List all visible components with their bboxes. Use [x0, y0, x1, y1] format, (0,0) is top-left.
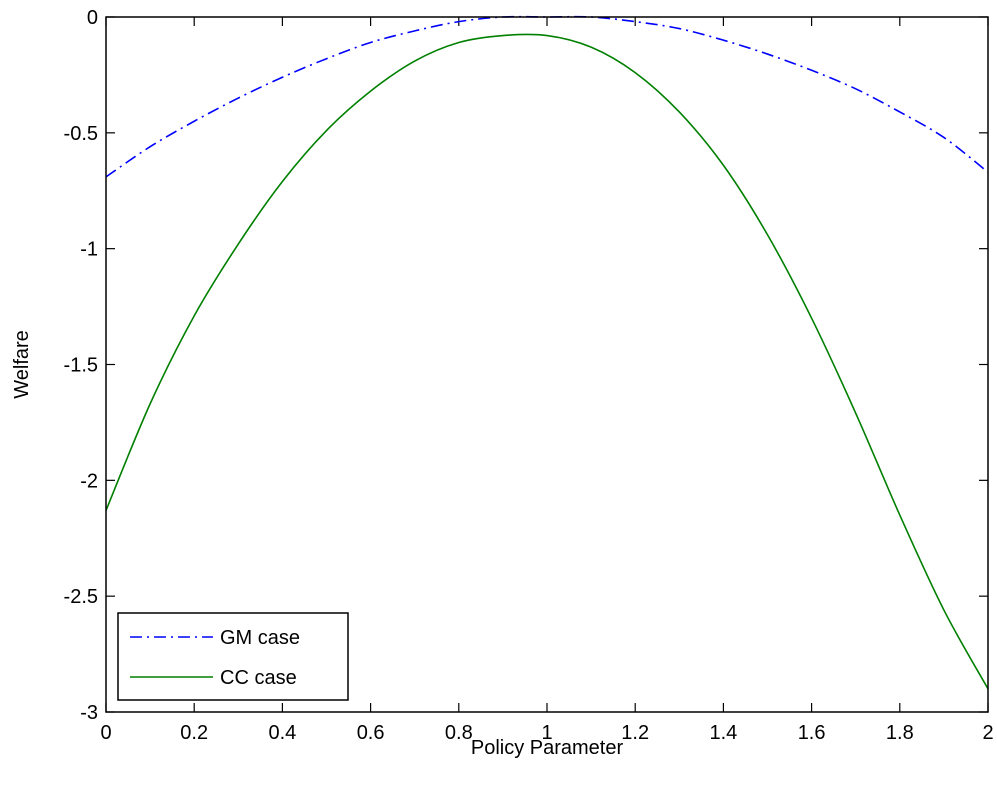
x-tick-label: 1.4 — [709, 722, 737, 744]
y-tick-label: -1 — [80, 239, 98, 261]
legend-entry: CC case — [220, 667, 297, 689]
x-axis-label: Policy Parameter — [471, 737, 624, 759]
x-tick-label: 0.2 — [180, 722, 208, 744]
series-line-gm-case — [105, 15, 989, 178]
y-axis-ticks: 0 -0.5 -1 -1.5 -2 -2.5 -3 — [64, 7, 988, 724]
y-tick-label: 0 — [87, 7, 98, 29]
legend-entry: GM case — [220, 627, 300, 649]
x-tick-label: 0.4 — [268, 722, 296, 744]
y-axis-label: Welfare — [11, 330, 33, 399]
x-tick-label: 1 — [541, 722, 552, 744]
x-tick-label: 1.6 — [798, 722, 826, 744]
x-tick-label: 2 — [982, 722, 993, 744]
series-line-cc-case — [105, 33, 989, 690]
x-tick-label: 0.8 — [445, 722, 473, 744]
x-tick-label: 0.6 — [357, 722, 385, 744]
y-tick-label: -0.5 — [64, 123, 98, 145]
legend: GM case CC case — [117, 612, 349, 701]
y-tick-label: -2.5 — [64, 586, 98, 608]
y-tick-label: -3 — [80, 702, 98, 724]
y-tick-label: -1.5 — [64, 355, 98, 377]
x-tick-label: 0 — [100, 722, 111, 744]
x-tick-label: 1.8 — [886, 722, 914, 744]
x-axis-ticks: 0 0.2 0.4 0.6 0.8 1 1.2 1.4 1.6 1.8 2 — [100, 17, 994, 744]
y-tick-label: -2 — [80, 470, 98, 492]
plot-frame — [105, 16, 989, 713]
series-lines — [105, 15, 989, 690]
legend-box — [117, 612, 349, 701]
x-tick-label: 1.2 — [621, 722, 649, 744]
